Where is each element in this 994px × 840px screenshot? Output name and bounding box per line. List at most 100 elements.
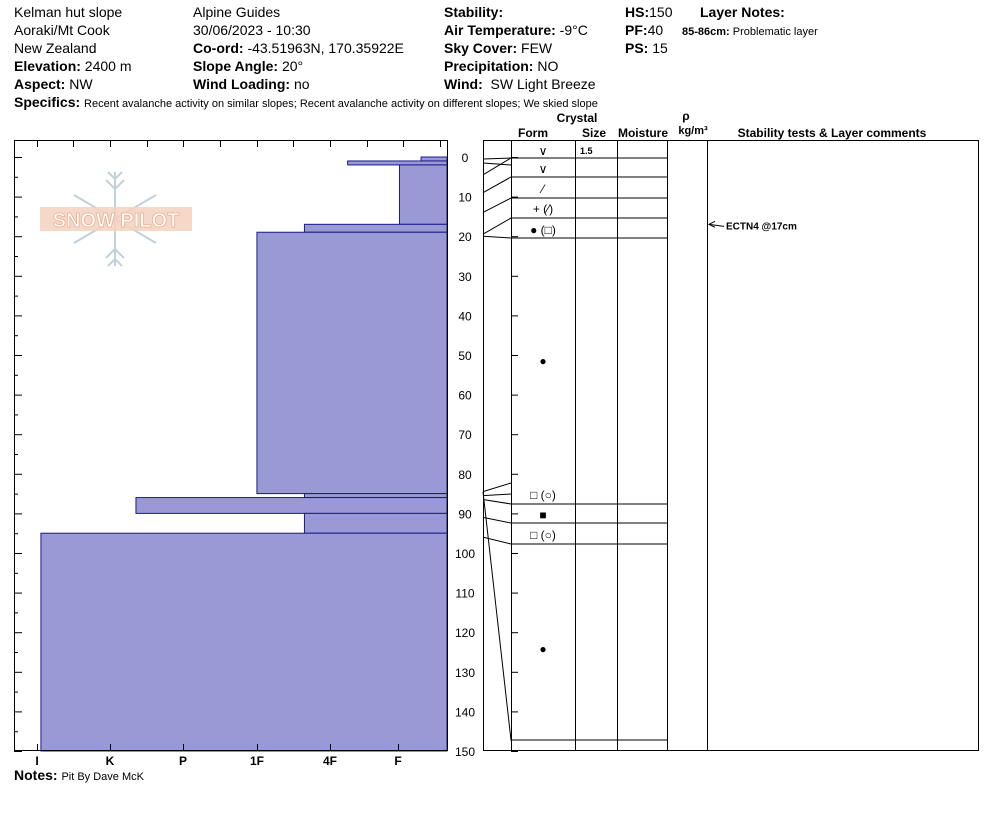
layer-boundary-line — [482, 157, 512, 160]
layer-row-4: ● (□) — [482, 223, 667, 239]
aspect-value: NW — [69, 76, 93, 92]
notes-label: Notes: — [14, 767, 58, 783]
grain-form-symbol: ∨ — [539, 144, 548, 158]
grain-form-symbol: ■ — [539, 508, 546, 522]
hs-label: HS: — [625, 4, 650, 20]
left-depth-ticks — [14, 157, 22, 752]
pf-value: 40 — [647, 22, 664, 38]
specifics-row: Specifics: Recent avalanche activity on … — [14, 94, 598, 112]
specifics-value: Recent avalanche activity on similar slo… — [84, 98, 598, 110]
depth-label-10: 10 — [458, 191, 472, 205]
depth-label-0: 0 — [462, 151, 469, 165]
depth-label-80: 80 — [458, 468, 472, 482]
aspect-label: Aspect: — [14, 76, 66, 92]
grain-form-symbol: ● (□) — [530, 223, 556, 237]
pf-row: PF:40 — [625, 22, 663, 38]
hs-row: HS:150 — [625, 4, 672, 20]
depth-label-140: 140 — [455, 705, 475, 719]
layer-boundary-line — [482, 499, 667, 505]
top-hardness-ticks — [37, 140, 441, 147]
notes-row: Notes: Pit By Dave McK — [14, 767, 144, 785]
grain-form-symbol: ● — [539, 642, 546, 656]
elevation-row: Elevation: 2400 m — [14, 58, 132, 74]
hs-value: 150 — [649, 4, 673, 20]
stability-label: Stability: — [444, 4, 504, 20]
layer-boundary-line — [482, 176, 667, 194]
wind-loading-value: no — [293, 76, 310, 92]
hardness-bar-5 — [303, 493, 448, 499]
observer: Alpine Guides — [193, 4, 281, 20]
date-time: 30/06/2023 - 10:30 — [193, 22, 311, 38]
depth-label-120: 120 — [455, 626, 475, 640]
wind-loading-label: Wind Loading: — [193, 76, 291, 92]
elevation-label: Elevation: — [14, 58, 81, 74]
layer-boundary-line — [482, 217, 667, 235]
hardness-plot-frame — [14, 140, 448, 751]
grain-form-symbol: ● — [539, 354, 546, 368]
hardness-bar-4 — [256, 231, 448, 495]
layer-boundary-line — [482, 197, 667, 213]
header-density-unit: kg/m³ — [678, 125, 708, 137]
notes-value: Pit By Dave McK — [61, 771, 144, 783]
header-stability: Stability tests & Layer comments — [738, 126, 927, 140]
layer-notes-label: Layer Notes: — [700, 4, 785, 20]
snowpilot-logo: SNOW PILOT — [40, 171, 192, 267]
layer-boundary-line — [482, 516, 667, 524]
sky-cover-row: Sky Cover: FEW — [444, 40, 552, 56]
precip-value: NO — [537, 58, 559, 74]
grain-form-symbol: ∨ — [539, 162, 548, 176]
slope-row: Slope Angle: 20° — [193, 58, 303, 74]
stability-test-label: ECTN4 @17cm — [726, 221, 797, 232]
logo-text: SNOW PILOT — [53, 210, 180, 232]
hardness-bar-6 — [135, 497, 448, 514]
layer-table-rows: ∨ 1.5 ∨ ⁄ + (⁄) ● (□) ● □ (○) ■ □ (○) ● — [482, 144, 667, 741]
layer-table-frame — [483, 140, 979, 751]
hardness-bar-7 — [303, 512, 448, 534]
pf-label: PF: — [625, 22, 648, 38]
grain-form-symbol: ⁄ — [539, 182, 546, 196]
elevation-value: 2400 m — [84, 58, 132, 74]
area-name: Aoraki/Mt Cook — [14, 22, 110, 38]
specifics-label: Specifics: — [14, 94, 81, 110]
precip-label: Precipitation: — [444, 58, 534, 74]
layer-row-5: ● — [482, 354, 667, 741]
coord-value: -43.51963N, 170.35922E — [247, 40, 404, 56]
layer-row-7: ■ — [482, 508, 667, 524]
header-rho: ρ — [682, 109, 689, 123]
layer-row-8: □ (○) — [482, 528, 667, 545]
sky-cover-label: Sky Cover: — [444, 40, 518, 56]
site-name: Kelman hut slope — [14, 4, 123, 20]
hardness-bar-0 — [420, 156, 448, 162]
coord-label: Co-ord: — [193, 40, 244, 56]
hardness-bar-2 — [398, 164, 448, 225]
wind-value: SW Light Breeze — [490, 76, 596, 92]
ps-label: PS: — [625, 40, 649, 56]
sky-cover-value: FEW — [521, 40, 553, 56]
layer-row-9: ● — [539, 642, 546, 656]
depth-label-110: 110 — [455, 587, 474, 601]
grain-size-value: 1.5 — [580, 146, 593, 156]
hardness-label-P: P — [179, 754, 187, 768]
grain-form-symbol: + (⁄) — [533, 202, 553, 216]
slope-value: 20° — [281, 58, 304, 74]
header-form: Form — [518, 126, 548, 140]
depth-label-20: 20 — [458, 230, 472, 244]
wind-label: Wind: — [444, 76, 483, 92]
depth-label-30: 30 — [458, 270, 472, 284]
layer-row-6: □ (○) — [482, 488, 667, 505]
layer-boundary-line — [482, 536, 667, 545]
grain-form-symbol: □ (○) — [530, 528, 556, 542]
depth-label-60: 60 — [458, 389, 472, 403]
stability-tests: ECTN4 @17cm — [707, 220, 797, 232]
depth-axis-labels: 0 10 20 30 40 50 60 70 80 90 100 110 120 130 140 150 — [455, 151, 518, 759]
depth-label-130: 130 — [455, 666, 475, 680]
arrow-left-icon — [707, 220, 716, 228]
layer-row-3: + (⁄) — [482, 202, 667, 235]
hardness-label-F: F — [394, 754, 401, 768]
grain-form-symbol: □ (○) — [530, 488, 556, 502]
hardness-label-1F: 1F — [250, 754, 264, 768]
layer-boundary-line — [482, 491, 667, 741]
header-size: Size — [582, 126, 606, 140]
layer-boundary-line — [482, 235, 667, 239]
